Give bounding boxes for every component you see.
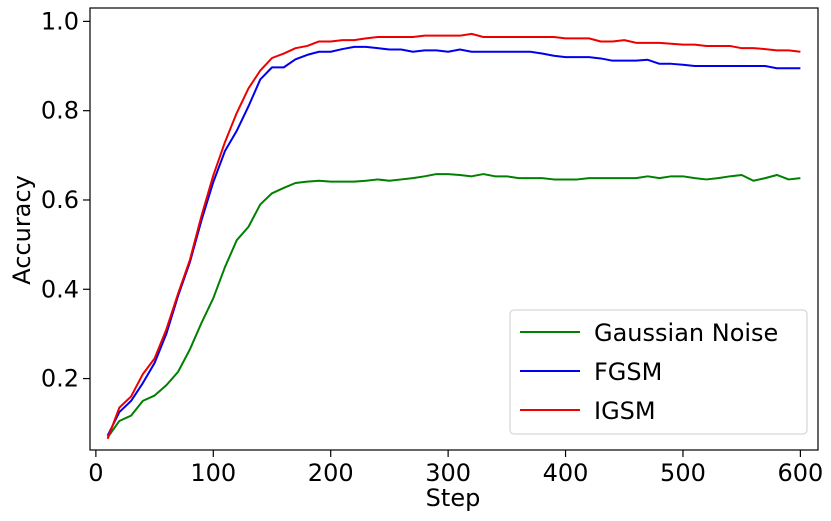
x-tick-label: 400 (543, 459, 589, 487)
series-line-fgsm (106, 45, 801, 437)
plot-area (89, 7, 819, 451)
plot-frame (89, 7, 819, 451)
y-tick-label: 1.0 (41, 7, 79, 35)
x-axis-ticks: 0 100 200 300 400 500 600 (88, 450, 823, 487)
y-tick-label: 0.4 (41, 275, 79, 303)
legend-label: IGSM (594, 397, 656, 425)
x-axis-label: Step (426, 484, 481, 512)
x-tick-label: 500 (660, 459, 706, 487)
y-axis-ticks: 0.2 0.4 0.6 0.8 1.0 (41, 7, 90, 393)
legend: Gaussian Noise FGSM IGSM (509, 309, 808, 435)
legend-box (509, 309, 808, 435)
x-tick-label: 200 (308, 459, 354, 487)
x-tick-label: 300 (425, 459, 471, 487)
x-tick-label: 100 (190, 459, 236, 487)
legend-label: FGSM (594, 358, 662, 386)
y-axis-label: Accuracy (8, 175, 36, 285)
y-tick-label: 0.2 (41, 365, 79, 393)
legend-label: Gaussian Noise (594, 319, 778, 347)
series-line-gaussian-noise (106, 173, 801, 439)
series-line-igsm (106, 32, 801, 440)
y-tick-label: 0.6 (41, 186, 79, 214)
x-tick-label: 0 (88, 459, 103, 487)
x-tick-label: 600 (777, 459, 823, 487)
y-tick-label: 0.8 (41, 97, 79, 125)
